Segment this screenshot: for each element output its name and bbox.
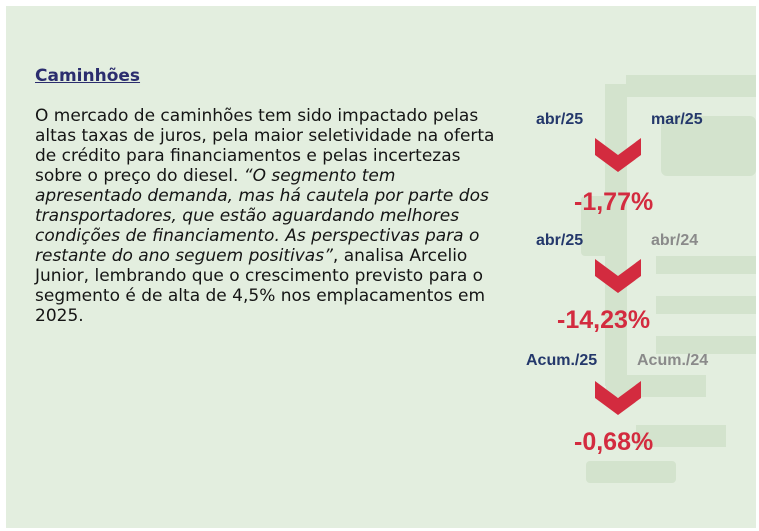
body-intro: O mercado de caminhões tem sido impactad… bbox=[35, 106, 495, 186]
body-outro: , analisa Arcelio Junior, lembrando que … bbox=[35, 246, 486, 326]
percent-change: -14,23% bbox=[557, 306, 651, 334]
percent-change: -0,68% bbox=[574, 428, 654, 456]
period-reference: mar/25 bbox=[651, 111, 703, 128]
period-reference: Acum./24 bbox=[637, 352, 709, 369]
truck-icon bbox=[581, 75, 756, 483]
chevron-down-icon bbox=[595, 259, 641, 293]
chevron-down-icon bbox=[595, 138, 641, 172]
period-current: abr/25 bbox=[536, 111, 584, 128]
body-quote: “O segmento tem apresentado demanda, mas… bbox=[35, 166, 489, 266]
period-reference: abr/24 bbox=[651, 232, 699, 249]
section-body: O mercado de caminhões tem sido impactad… bbox=[35, 106, 505, 326]
period-current: Acum./25 bbox=[526, 352, 598, 369]
period-current: abr/25 bbox=[536, 232, 584, 249]
trucks-panel: Caminhões O mercado de caminhões tem sid… bbox=[6, 6, 756, 528]
percent-change: -1,77% bbox=[574, 188, 654, 216]
section-title: Caminhões bbox=[35, 66, 141, 86]
chevron-down-icon bbox=[595, 381, 641, 415]
